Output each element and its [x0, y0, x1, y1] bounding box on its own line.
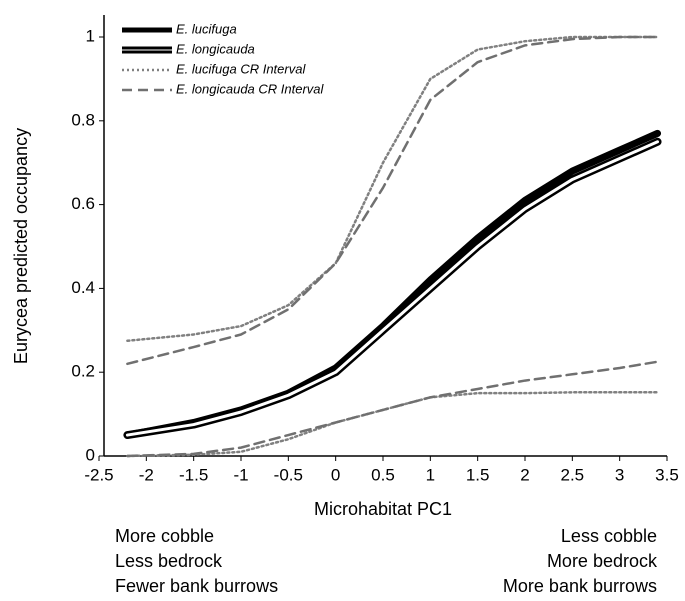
x-tick-label: 2.5: [561, 465, 585, 484]
x-tick-label: 1.5: [466, 465, 490, 484]
y-tick-label: 0.4: [71, 278, 95, 297]
legend-label: E. lucifuga CR Interval: [176, 61, 306, 76]
line: [125, 140, 660, 437]
line: [123, 137, 662, 440]
line: [126, 35, 659, 343]
x-axis-label: Microhabitat PC1: [314, 499, 452, 519]
y-tick-label: 0.6: [71, 194, 95, 213]
x-tick-label: 2: [520, 465, 529, 484]
x-tick-label: -2: [139, 465, 154, 484]
y-tick-label: 0.8: [71, 110, 95, 129]
x-tick-label: -0.5: [274, 465, 303, 484]
line: [126, 35, 659, 366]
x-tick-label: -1: [233, 465, 248, 484]
y-tick-label: 0: [86, 445, 95, 464]
x-tick-label: 0: [331, 465, 340, 484]
annotation: More bedrock: [547, 551, 658, 571]
legend-label: E. lucifuga: [176, 21, 237, 36]
legend-label: E. longicauda: [176, 41, 255, 56]
annotation: More cobble: [115, 526, 214, 546]
annotation: Fewer bank burrows: [115, 576, 278, 596]
line: [126, 360, 659, 458]
x-tick-label: -2.5: [84, 465, 113, 484]
y-tick-label: 1: [86, 26, 95, 45]
x-tick-label: 0.5: [371, 465, 395, 484]
annotation: Less cobble: [561, 526, 657, 546]
y-tick-label: 0.2: [71, 362, 95, 381]
y-axis-label: Eurycea predicted occupancy: [11, 128, 31, 364]
x-tick-label: 1: [426, 465, 435, 484]
annotation: Less bedrock: [115, 551, 223, 571]
x-tick-label: -1.5: [179, 465, 208, 484]
legend-label: E. longicauda CR Interval: [176, 81, 325, 96]
line: [126, 391, 659, 458]
x-tick-label: 3.5: [655, 465, 679, 484]
annotation: More bank burrows: [503, 576, 657, 596]
x-tick-label: 3: [615, 465, 624, 484]
